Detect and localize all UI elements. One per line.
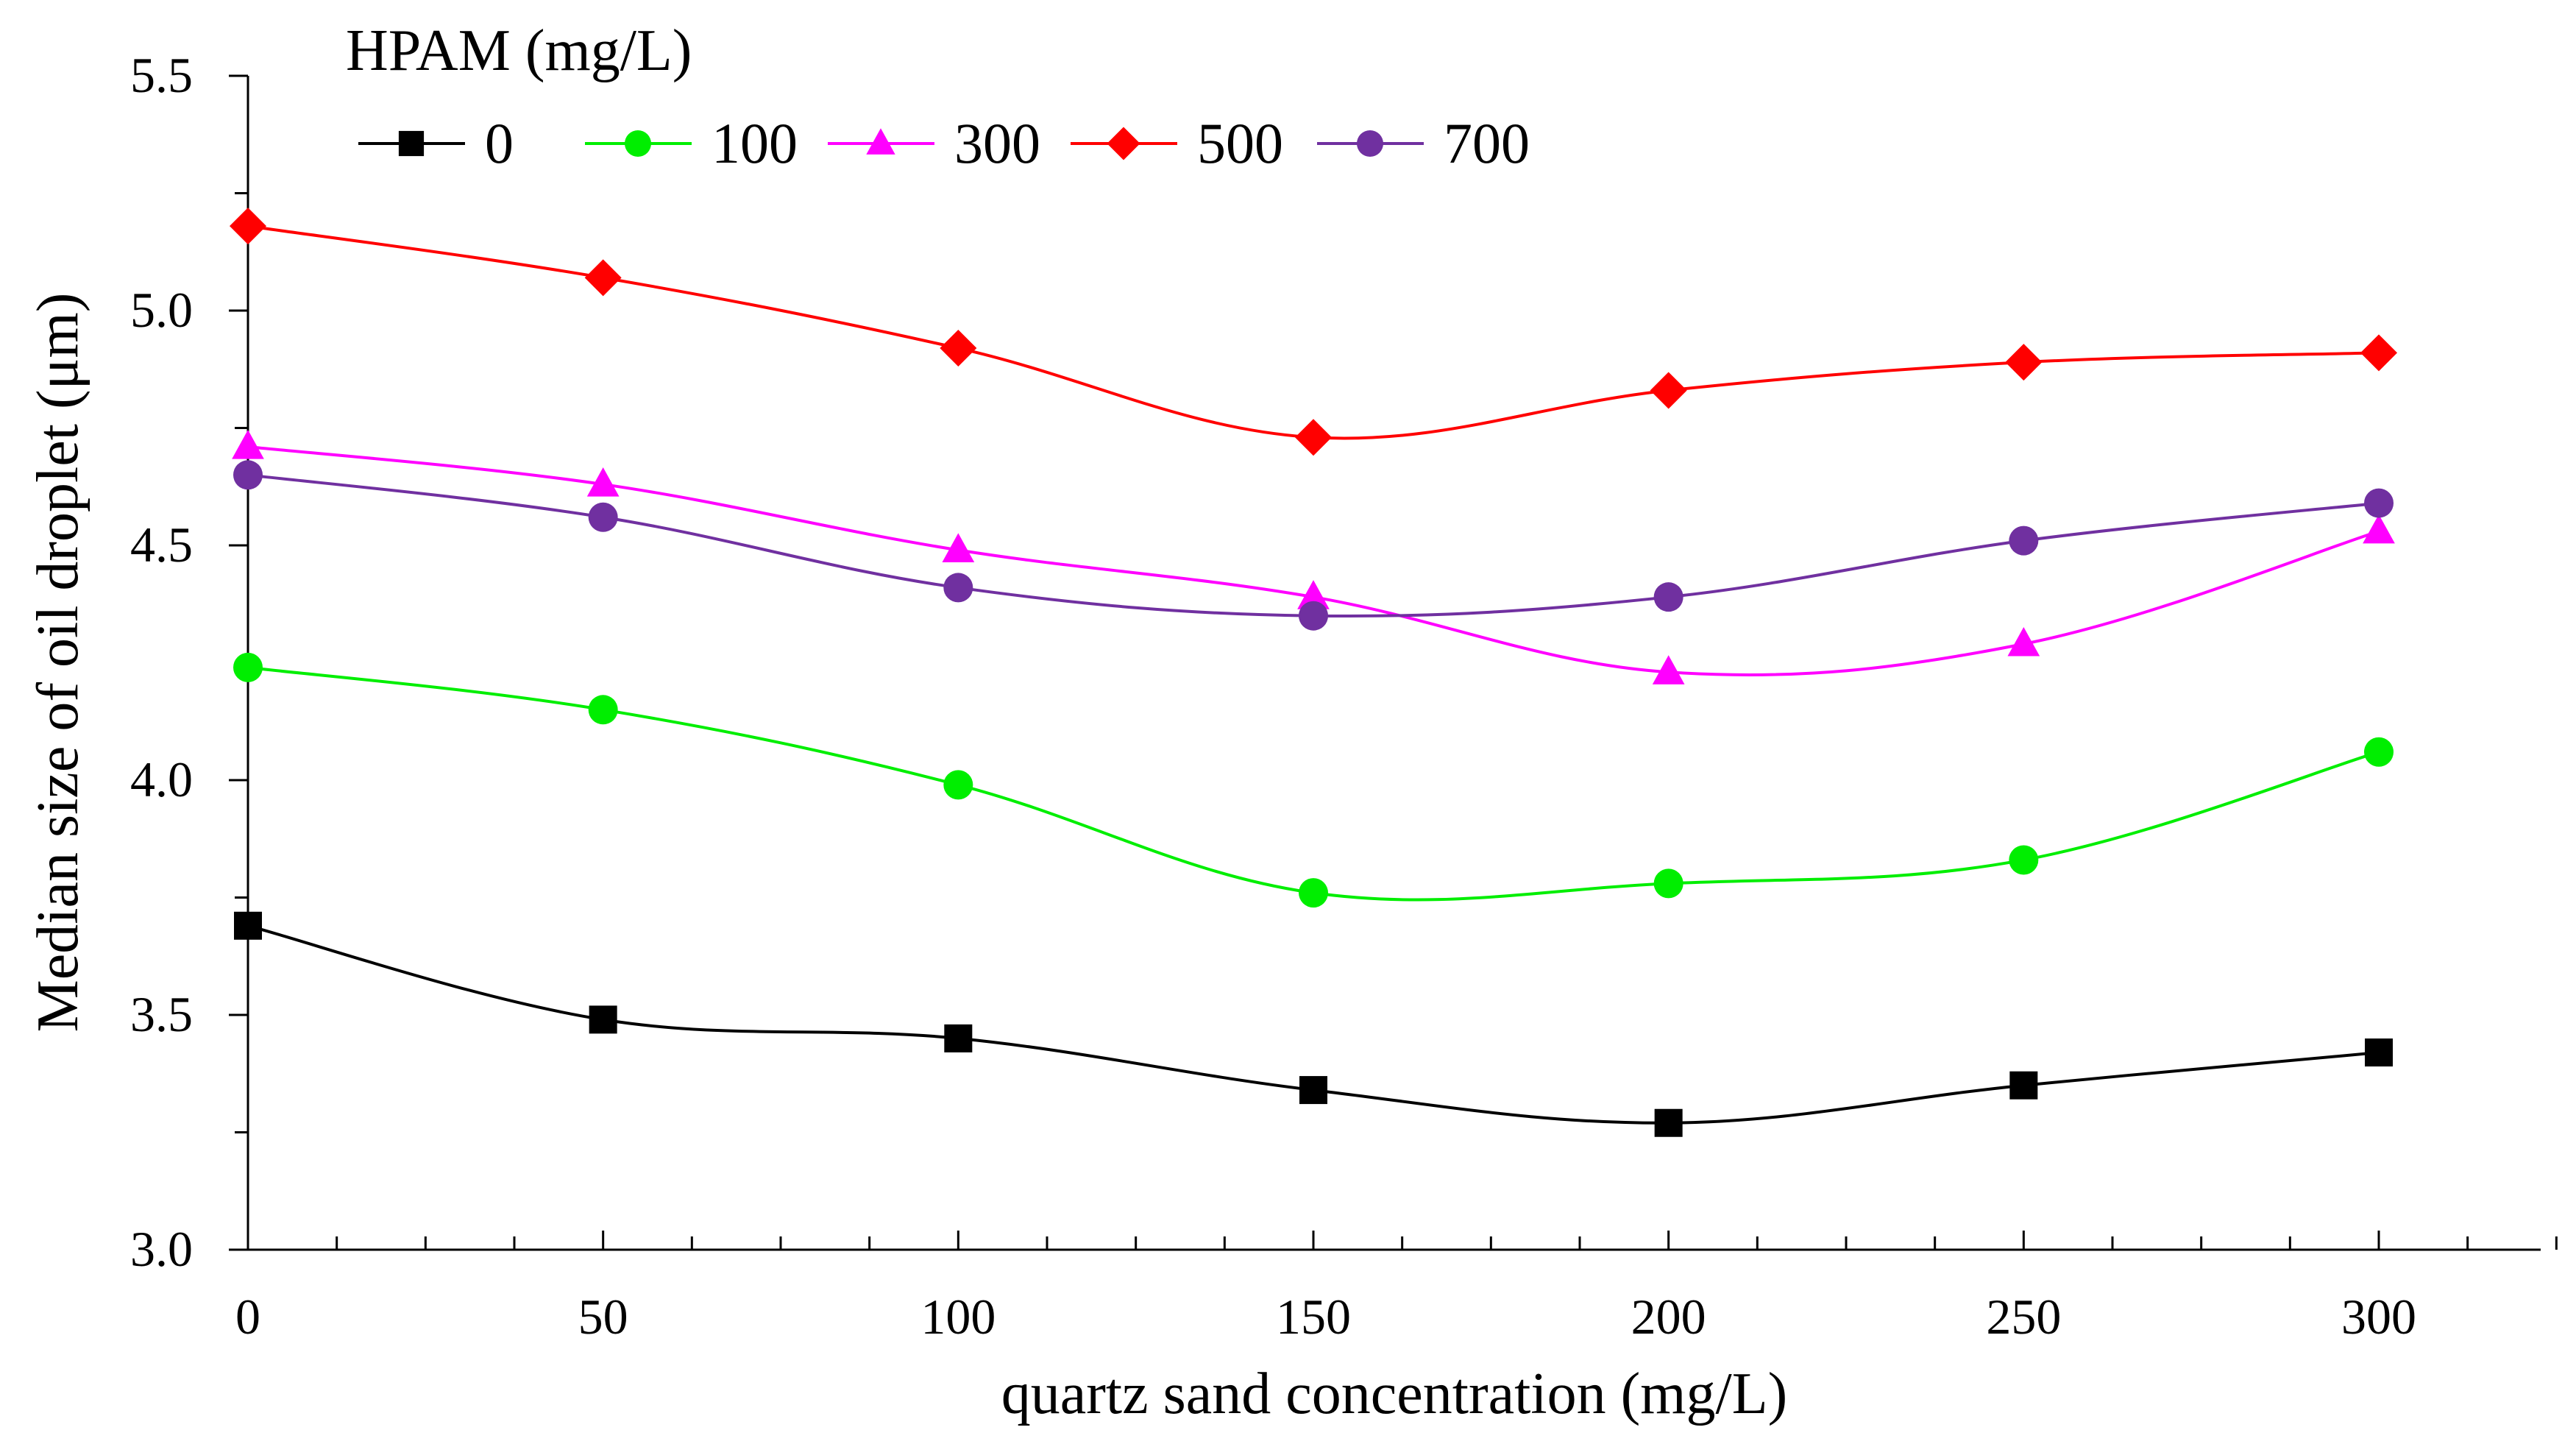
legend-label: 500 [1197, 111, 1283, 175]
y-tick-label: 4.0 [130, 751, 193, 807]
series-100 [233, 652, 2394, 908]
x-tick-label: 100 [920, 1289, 996, 1345]
data-point [2363, 514, 2395, 544]
legend-item-100: 100 [585, 111, 798, 175]
legend-title: HPAM (mg/L) [346, 18, 692, 83]
data-point [2365, 1038, 2393, 1067]
y-tick-label: 3.0 [130, 1221, 193, 1277]
data-point [1652, 655, 1685, 684]
series-line [247, 445, 2380, 677]
series-700 [233, 460, 2394, 631]
data-point [584, 259, 622, 297]
legend-item-500: 500 [1071, 111, 1283, 175]
data-point [943, 770, 973, 800]
y-tick-label: 5.5 [130, 47, 193, 103]
legend-items: 0 100 300 500 700 [358, 111, 1530, 175]
series-0 [234, 911, 2393, 1137]
legend-item-700: 700 [1317, 111, 1530, 175]
data-point [2009, 845, 2039, 875]
legend-marker [1357, 130, 1383, 157]
series-line [247, 665, 2380, 902]
data-point [2007, 626, 2040, 656]
series-300 [232, 430, 2395, 684]
legend-marker [398, 130, 425, 157]
data-point [942, 533, 975, 562]
data-point [1654, 1108, 1683, 1137]
data-point [1653, 868, 1683, 899]
series-layer [230, 208, 2397, 1137]
data-point [1299, 878, 1328, 908]
legend: HPAM (mg/L) 0 100 300 500 700 [346, 18, 1530, 175]
x-tick-label: 250 [1986, 1289, 2061, 1345]
data-point [232, 430, 264, 459]
data-point [1299, 1076, 1327, 1105]
y-axis-title: Median size of oil droplet (μm) [26, 293, 91, 1033]
data-point [586, 467, 620, 497]
legend-marker [1107, 127, 1140, 160]
data-point [230, 208, 266, 245]
series-line [247, 224, 2380, 440]
legend-label: 0 [485, 111, 514, 175]
data-point [2360, 334, 2397, 372]
y-tick-label: 4.5 [130, 517, 193, 573]
data-point [944, 1024, 973, 1052]
x-axis-title: quartz sand concentration (mg/L) [1001, 1362, 1787, 1426]
data-point [1295, 419, 1332, 456]
legend-marker [625, 130, 651, 157]
data-point [2364, 488, 2394, 518]
legend-label: 700 [1444, 111, 1530, 175]
x-tick-label: 0 [235, 1289, 260, 1345]
data-point [1653, 582, 1683, 612]
series-500 [230, 208, 2397, 456]
data-point [1299, 601, 1328, 631]
data-point [943, 573, 973, 603]
legend-item-300: 300 [828, 111, 1040, 175]
y-tick-label: 3.5 [130, 986, 193, 1042]
data-point [589, 1005, 617, 1034]
data-point [1297, 580, 1330, 609]
x-tick-label: 50 [578, 1289, 628, 1345]
x-tick-label: 300 [2341, 1289, 2416, 1345]
data-point [233, 460, 263, 490]
x-tick-label: 200 [1631, 1289, 1706, 1345]
legend-label: 100 [712, 111, 798, 175]
legend-item-0: 0 [358, 111, 514, 175]
data-point [588, 502, 618, 532]
data-point [2005, 344, 2043, 381]
data-point [2009, 525, 2039, 556]
axes [246, 76, 2541, 1251]
y-tick-label: 5.0 [130, 282, 193, 338]
data-point [940, 330, 977, 367]
x-tick-label: 150 [1276, 1289, 1351, 1345]
data-point [234, 911, 262, 940]
y-ticks: 3.0 3.5 4.0 4.5 5.0 5.5 [130, 47, 248, 1277]
legend-marker [866, 128, 895, 155]
data-point [588, 695, 618, 725]
x-ticks: 0 50 100 150 200 250 300 [235, 1231, 2558, 1345]
data-point [2009, 1071, 2038, 1100]
legend-label: 300 [954, 111, 1040, 175]
data-point [2364, 737, 2394, 767]
data-point [233, 652, 263, 682]
data-point [1650, 372, 1687, 409]
